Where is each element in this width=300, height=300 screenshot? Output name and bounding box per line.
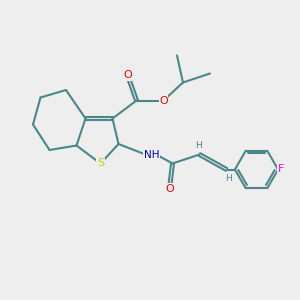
Text: O: O (123, 70, 132, 80)
Text: O: O (165, 184, 174, 194)
Text: H: H (195, 141, 201, 150)
Text: NH: NH (144, 149, 159, 160)
Text: H: H (225, 174, 231, 183)
Text: O: O (159, 95, 168, 106)
Text: F: F (278, 164, 284, 175)
Text: S: S (97, 158, 104, 169)
